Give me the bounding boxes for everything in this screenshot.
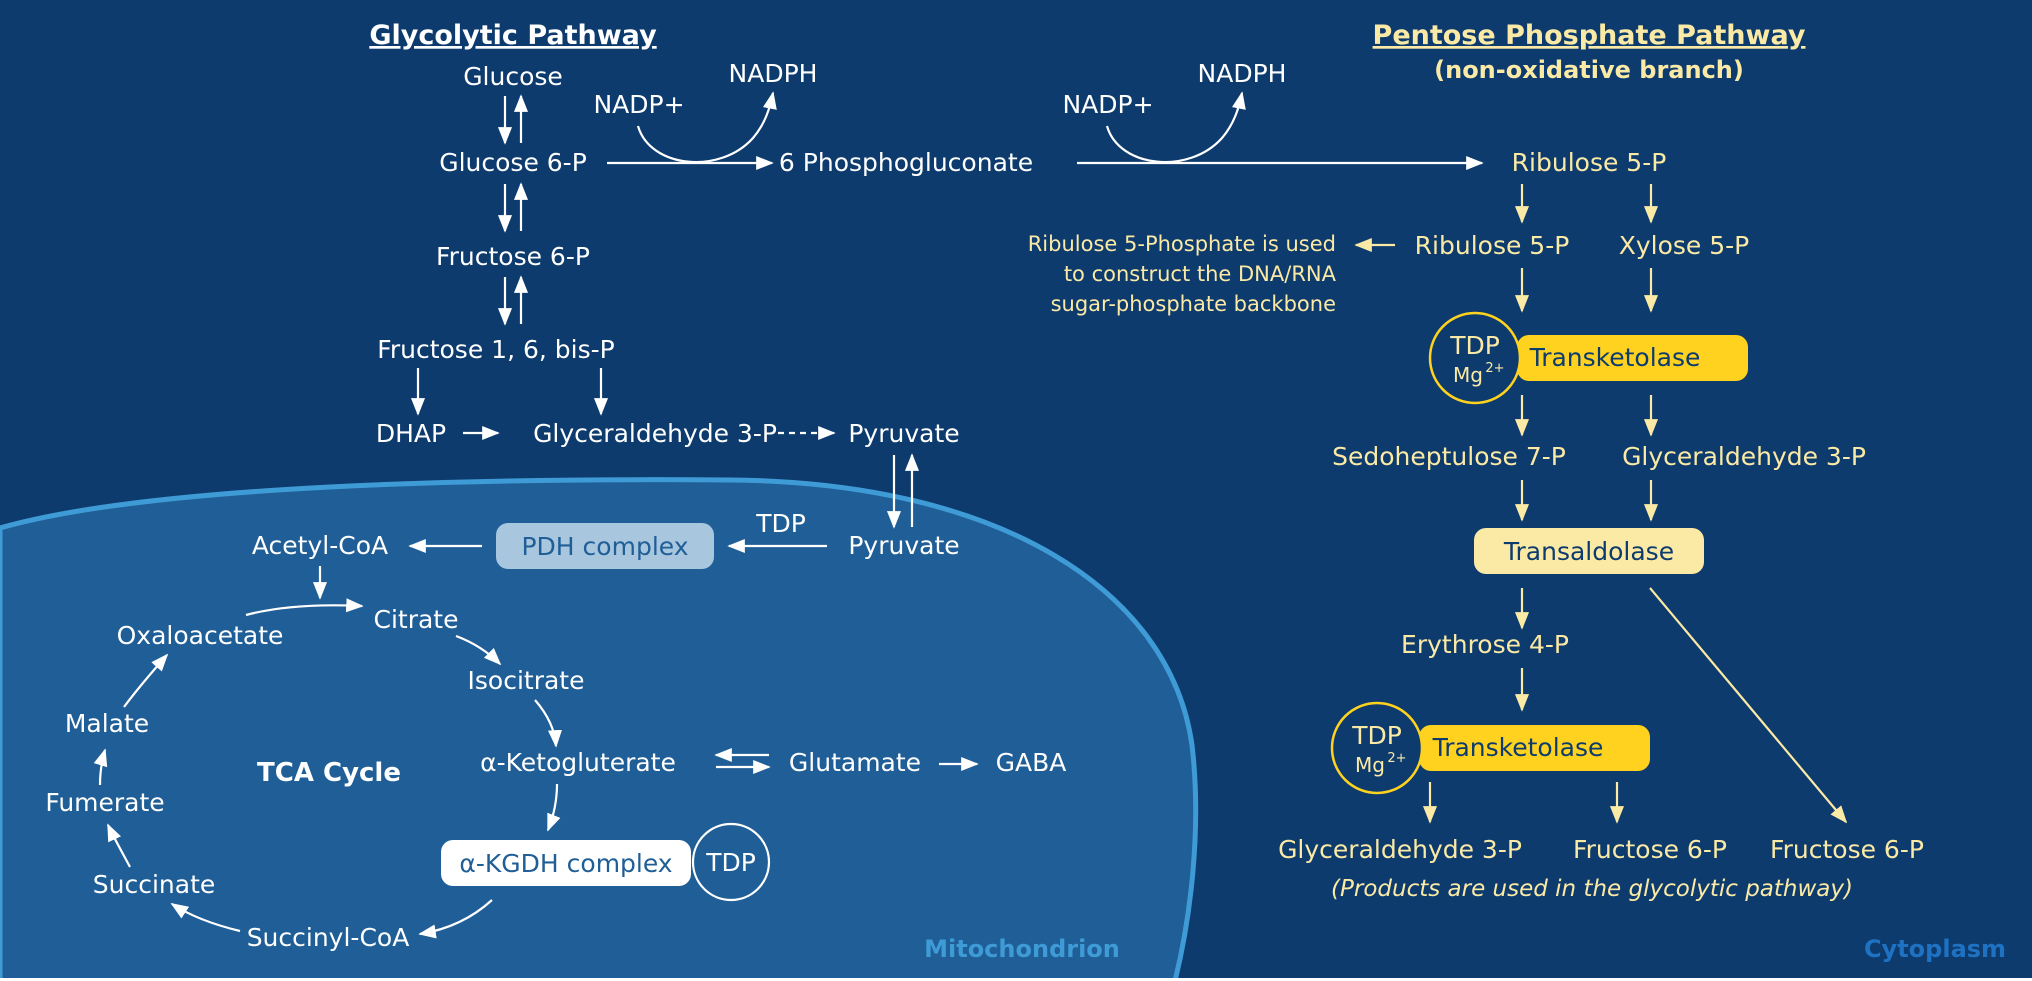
glycolytic-title: Glycolytic Pathway	[369, 20, 657, 51]
transketolase-box-1	[1517, 335, 1748, 381]
ribulose-note-line-1: Ribulose 5-Phosphate is used	[1028, 232, 1336, 256]
nadph-label-2: NADPH	[1198, 59, 1287, 88]
ribulose-5p-top-label: Ribulose 5-P	[1512, 148, 1667, 177]
isocitrate-to-akg-arrow	[534, 699, 563, 748]
pentose-g3p-label: Glyceraldehyde 3-P	[1622, 442, 1866, 471]
transaldolase-enzyme: Transaldolase	[1474, 528, 1704, 574]
nadp-cofactor-arrow-1	[636, 91, 777, 164]
isocitrate-label: Isocitrate	[468, 666, 585, 695]
tdp-akgdh-circle	[691, 822, 771, 902]
glutamate-label: Glutamate	[789, 748, 921, 777]
tdp-cofactor-circle-2	[1330, 701, 1424, 795]
tdp-label-2: TDP	[1351, 721, 1402, 750]
pentose-title: Pentose Phosphate Pathway	[1373, 20, 1806, 51]
nadp-label-1: NADP+	[593, 90, 684, 119]
dhap-label: DHAP	[376, 419, 446, 448]
transketolase-enzyme-2: Transketolase TDP Mg 2+	[1330, 701, 1650, 795]
oxaloacetate-to-citrate-arrow	[245, 598, 364, 617]
succinyl-coa-label: Succinyl-CoA	[247, 923, 410, 952]
akg-label: α-Ketogluterate	[480, 748, 676, 777]
cytoplasm-region-label: Cytoplasm	[1864, 935, 2006, 963]
product-f6p-a-label: Fructose 6-P	[1573, 835, 1727, 864]
akgdh-complex: α-KGDH complex TDP	[441, 822, 771, 902]
mg-charge-1: 2+	[1485, 361, 1504, 376]
malate-to-oxaloacetate-arrow	[123, 653, 169, 708]
products-note: (Products are used in the glycolytic pat…	[1331, 876, 1853, 902]
transketolase-label-1: Transketolase	[1529, 343, 1701, 372]
citrate-to-isocitrate-arrow	[455, 634, 502, 666]
erythrose-label: Erythrose 4-P	[1401, 630, 1569, 659]
glyceraldehyde-3p-label: Glyceraldehyde 3-P	[533, 419, 777, 448]
xylose-5p-label: Xylose 5-P	[1619, 231, 1750, 260]
ribulose-note-line-3: sugar-phosphate backbone	[1051, 292, 1336, 316]
transketolase-enzyme-1: Transketolase TDP Mg 2+	[1428, 311, 1748, 405]
pdh-complex-box	[496, 523, 714, 569]
malate-label: Malate	[65, 709, 149, 738]
pyruvate-mito-label: Pyruvate	[848, 531, 959, 560]
nadp-label-2: NADP+	[1062, 90, 1153, 119]
product-f6p-b-label: Fructose 6-P	[1770, 835, 1924, 864]
fumerate-label: Fumerate	[45, 788, 164, 817]
mg-charge-2: 2+	[1387, 751, 1406, 766]
succinyl-to-succinate-arrow	[170, 903, 241, 933]
glucose-label: Glucose	[463, 62, 563, 91]
acetyl-coa-label: Acetyl-CoA	[252, 531, 388, 560]
nadp-cofactor-arrow-2	[1105, 91, 1246, 164]
mitochondrion-region	[0, 477, 1199, 981]
pdh-complex: PDH complex	[496, 523, 714, 569]
akgdh-to-succinyl-arrow	[418, 899, 493, 939]
product-g3p-label: Glyceraldehyde 3-P	[1278, 835, 1522, 864]
transketolase-box-2	[1419, 725, 1650, 771]
tdp-cofactor-circle-1	[1428, 311, 1522, 405]
succinate-to-fumerate-arrow	[107, 823, 131, 868]
mg-label-1: Mg	[1453, 363, 1483, 387]
tdp-label-1: TDP	[1449, 331, 1500, 360]
transaldolase-box	[1474, 528, 1704, 574]
tdp-akgdh-label: TDP	[705, 848, 756, 877]
transaldolase-label: Transaldolase	[1503, 537, 1674, 566]
mg-label-2: Mg	[1355, 753, 1385, 777]
mitochondrion-region-label: Mitochondrion	[924, 935, 1120, 963]
glucose-6p-label: Glucose 6-P	[439, 148, 587, 177]
ribulose-note-line-2: to construct the DNA/RNA	[1064, 262, 1337, 286]
fructose-6p-label: Fructose 6-P	[436, 242, 590, 271]
pyruvate-cytoplasm-label: Pyruvate	[848, 419, 959, 448]
akgdh-complex-label: α-KGDH complex	[459, 849, 672, 878]
nadph-label-1: NADPH	[729, 59, 818, 88]
fructose-bisp-label: Fructose 1, 6, bis-P	[377, 335, 614, 364]
transaldolase-to-f6p-arrow	[1649, 587, 1848, 824]
tca-cycle-label: TCA Cycle	[257, 758, 401, 788]
ribulose-5p-label: Ribulose 5-P	[1415, 231, 1570, 260]
fumerate-to-malate-arrow	[93, 748, 108, 786]
akgdh-complex-box	[441, 840, 691, 886]
akg-to-akgdh-arrow	[546, 783, 561, 832]
pdh-complex-label: PDH complex	[521, 532, 688, 561]
succinate-label: Succinate	[93, 870, 216, 899]
pentose-subtitle: (non-oxidative branch)	[1434, 56, 1744, 84]
citrate-label: Citrate	[374, 605, 459, 634]
tdp-pdh-label: TDP	[755, 509, 806, 538]
bottom-border	[0, 978, 2032, 981]
phosphogluconate-label: 6 Phosphogluconate	[779, 148, 1033, 177]
gaba-label: GABA	[996, 748, 1067, 777]
sedoheptulose-label: Sedoheptulose 7-P	[1332, 442, 1566, 471]
oxaloacetate-label: Oxaloacetate	[117, 621, 284, 650]
transketolase-label-2: Transketolase	[1432, 733, 1604, 762]
